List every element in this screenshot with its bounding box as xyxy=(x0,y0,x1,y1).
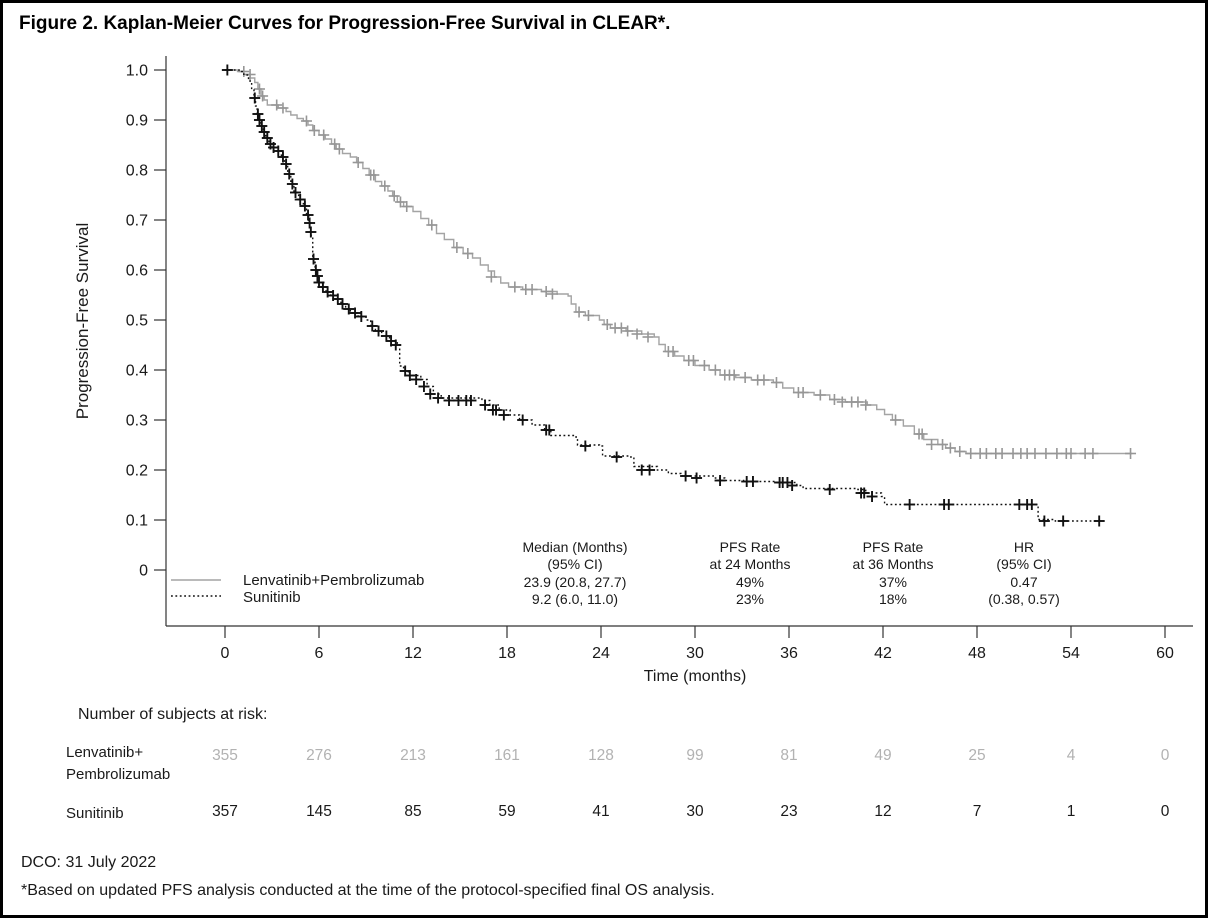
at-risk-count: 357 xyxy=(212,803,238,820)
at-risk-row-label-lenvatinib-pembrolizumab: Lenvatinib+ Pembrolizumab xyxy=(66,744,171,783)
at-risk-count: 59 xyxy=(498,803,516,820)
y-tick-label: 0.7 xyxy=(126,213,148,230)
y-tick-label: 0.4 xyxy=(126,363,148,380)
at-risk-count: 23 xyxy=(780,803,798,820)
at-risk-count: 4 xyxy=(1066,747,1076,764)
at-risk-count: 85 xyxy=(404,803,422,820)
y-tick-label: 0.3 xyxy=(126,413,148,430)
x-tick-label: 36 xyxy=(780,645,798,662)
at-risk-count: 0 xyxy=(1160,747,1170,764)
x-axis-label: Time (months) xyxy=(643,668,747,685)
km-curve-lenvatinib-pembrolizumab xyxy=(225,69,1133,455)
stats-value: 9.2 (6.0, 11.0) xyxy=(531,590,619,607)
stats-header: PFS Rate xyxy=(719,539,781,555)
at-risk-count: 7 xyxy=(972,803,982,820)
figure-title: Figure 2. Kaplan-Meier Curves for Progre… xyxy=(19,13,671,34)
at-risk-count: 12 xyxy=(874,803,892,820)
stats-header: (95% CI) xyxy=(996,556,1052,573)
at-risk-count: 276 xyxy=(306,747,332,764)
at-risk-count: 213 xyxy=(400,747,426,764)
legend-label-lenvatinib-pembrolizumab: Lenvatinib+Pembrolizumab xyxy=(243,572,425,589)
y-tick-label: 0.5 xyxy=(126,313,148,330)
y-tick-label: 0.8 xyxy=(126,163,148,180)
stats-column-pfs-36: PFS Rate at 36 Months 37% 18% xyxy=(793,539,993,608)
x-tick-label: 6 xyxy=(315,645,324,662)
x-tick-label: 12 xyxy=(404,645,422,662)
stats-value: 0.47 xyxy=(1010,573,1038,590)
y-tick-label: 0.9 xyxy=(126,113,148,130)
at-risk-row-label-sunitinib: Sunitinib xyxy=(66,805,124,822)
x-tick-label: 42 xyxy=(874,645,892,662)
stats-header: at 24 Months xyxy=(709,556,791,573)
stats-header: Median (Months) xyxy=(522,539,628,555)
stats-value: (0.38, 0.57) xyxy=(988,590,1060,607)
y-tick-label: 0.1 xyxy=(126,513,148,530)
stats-value: 23% xyxy=(735,590,765,607)
at-risk-count: 128 xyxy=(588,747,614,764)
km-plot: 0 0.1 0.2 0.3 0.4 0.5 0.6 0.7 0.8 0.9 1.0 0 6 12 18 24 3… xyxy=(126,56,1193,662)
stats-value: 23.9 (20.8, 27.7) xyxy=(523,573,627,590)
at-risk-heading: Number of subjects at risk: xyxy=(78,706,268,723)
at-risk-count: 25 xyxy=(968,747,986,764)
km-curve-sunitinib xyxy=(225,69,1101,522)
at-risk-count: 49 xyxy=(874,747,892,764)
at-risk-count: 161 xyxy=(494,747,520,764)
stats-header: at 36 Months xyxy=(852,556,934,573)
at-risk-count: 99 xyxy=(686,747,704,764)
x-tick-label: 0 xyxy=(221,645,230,662)
y-tick-label: 0.6 xyxy=(126,263,148,280)
stats-value: 18% xyxy=(878,590,908,607)
at-risk-count: 41 xyxy=(592,803,610,820)
at-risk-count: 145 xyxy=(306,803,332,820)
x-tick-label: 24 xyxy=(592,645,610,662)
y-tick-label: 0.2 xyxy=(126,463,148,480)
at-risk-count: 355 xyxy=(212,747,238,764)
stats-column-median: Median (Months) (95% CI) 23.9 (20.8, 27.… xyxy=(475,539,675,608)
at-risk-count: 0 xyxy=(1160,803,1170,820)
x-tick-label: 30 xyxy=(686,645,704,662)
footer-note: *Based on updated PFS analysis conducted… xyxy=(21,882,715,899)
footer-dco: DCO: 31 July 2022 xyxy=(21,854,157,871)
stats-header: HR xyxy=(1013,539,1035,555)
at-risk-count: 1 xyxy=(1066,803,1076,820)
stats-value: 49% xyxy=(735,573,765,590)
stats-column-hr: HR (95% CI) 0.47 (0.38, 0.57) xyxy=(924,539,1124,608)
x-tick-label: 18 xyxy=(498,645,516,662)
stats-header: PFS Rate xyxy=(862,539,924,555)
legend-label-sunitinib: Sunitinib xyxy=(243,589,301,606)
x-tick-label: 54 xyxy=(1062,645,1080,662)
stats-value: 37% xyxy=(878,573,908,590)
at-risk-count: 81 xyxy=(780,747,798,764)
at-risk-count: 30 xyxy=(686,803,704,820)
y-tick-label: 0 xyxy=(139,563,148,580)
x-tick-label: 48 xyxy=(968,645,986,662)
stats-column-pfs-24: PFS Rate at 24 Months 49% 23% xyxy=(650,539,850,608)
y-tick-label: 1.0 xyxy=(126,63,148,80)
stats-header: (95% CI) xyxy=(547,556,603,573)
x-tick-label: 60 xyxy=(1156,645,1174,662)
y-axis-label: Progression-Free Survival xyxy=(73,222,92,420)
